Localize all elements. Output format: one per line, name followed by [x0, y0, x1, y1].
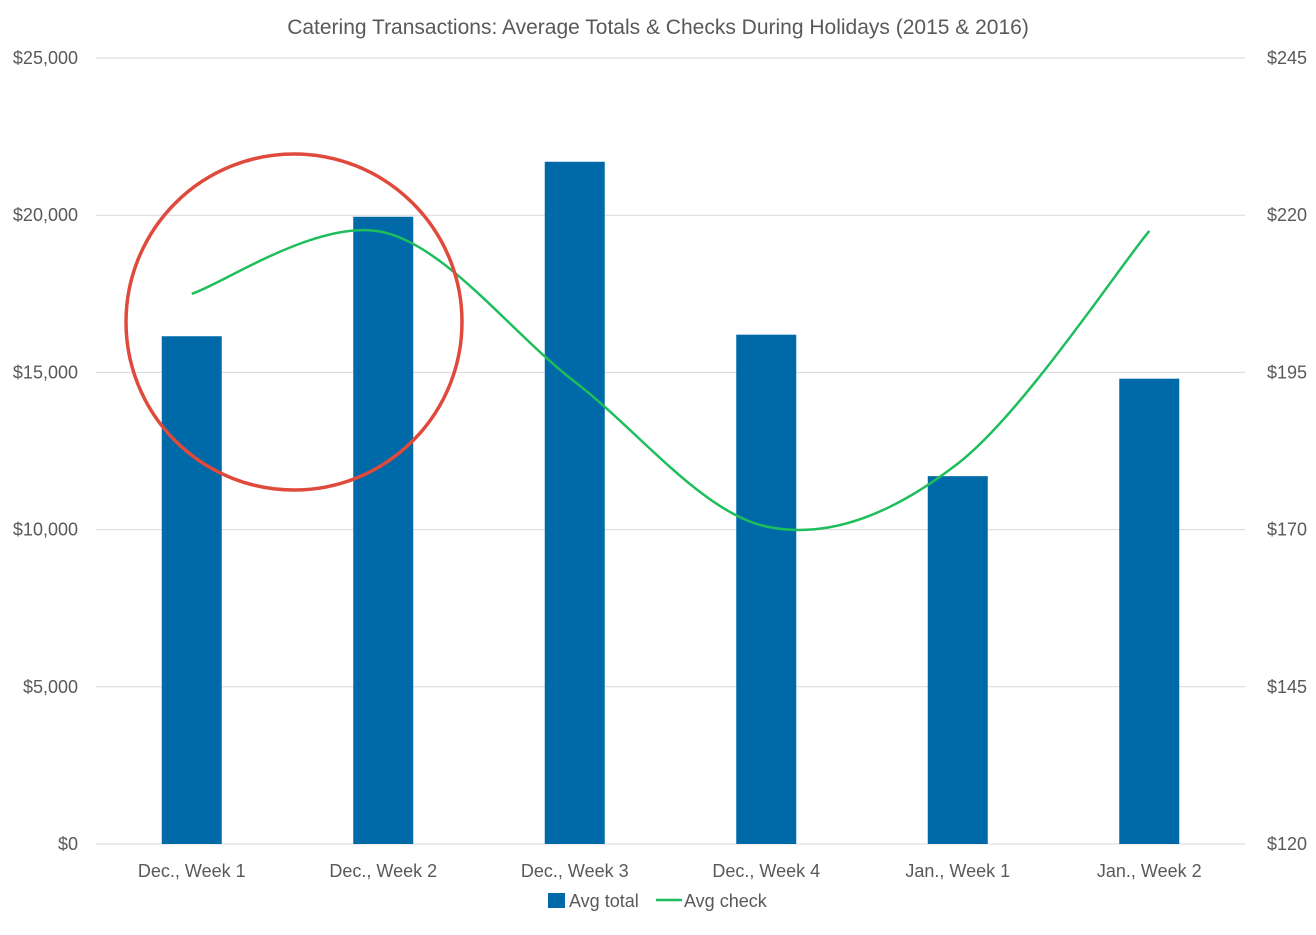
x-axis: Dec., Week 1 Dec., Week 2 Dec., Week 3 Dec.… [138, 861, 1202, 881]
legend-label-avg-total: Avg total [569, 891, 639, 911]
x-tick-label: Dec., Week 1 [138, 861, 246, 881]
x-tick-label: Jan., Week 2 [1097, 861, 1202, 881]
bar [928, 476, 988, 844]
right-tick-label: $170 [1267, 520, 1307, 540]
left-tick-label: $0 [58, 834, 78, 854]
left-tick-label: $20,000 [13, 205, 78, 225]
right-y-axis: $120 $145 $170 $195 $220 $245 [1267, 48, 1307, 854]
legend: Avg total Avg check [548, 891, 768, 911]
left-tick-label: $10,000 [13, 520, 78, 540]
legend-item-avg-total: Avg total [548, 891, 639, 911]
bar-series-avg-total [162, 162, 1180, 844]
bar [545, 162, 605, 844]
chart-title: Catering Transactions: Average Totals & … [287, 16, 1029, 39]
bar [736, 335, 796, 844]
right-tick-label: $195 [1267, 362, 1307, 382]
x-tick-label: Jan., Week 1 [905, 861, 1010, 881]
bar [353, 217, 413, 844]
gridlines [96, 58, 1245, 844]
x-tick-label: Dec., Week 4 [712, 861, 820, 881]
left-tick-label: $15,000 [13, 362, 78, 382]
right-tick-label: $145 [1267, 677, 1307, 697]
right-tick-label: $220 [1267, 205, 1307, 225]
left-y-axis: $0 $5,000 $10,000 $15,000 $20,000 $25,000 [13, 48, 78, 854]
right-tick-label: $245 [1267, 48, 1307, 68]
legend-item-avg-check: Avg check [656, 891, 768, 911]
legend-label-avg-check: Avg check [684, 891, 768, 911]
left-tick-label: $25,000 [13, 48, 78, 68]
bar [162, 336, 222, 844]
x-tick-label: Dec., Week 2 [329, 861, 437, 881]
bar [1119, 379, 1179, 844]
right-tick-label: $120 [1267, 834, 1307, 854]
x-tick-label: Dec., Week 3 [521, 861, 629, 881]
left-tick-label: $5,000 [23, 677, 78, 697]
legend-swatch-bar [548, 893, 565, 908]
